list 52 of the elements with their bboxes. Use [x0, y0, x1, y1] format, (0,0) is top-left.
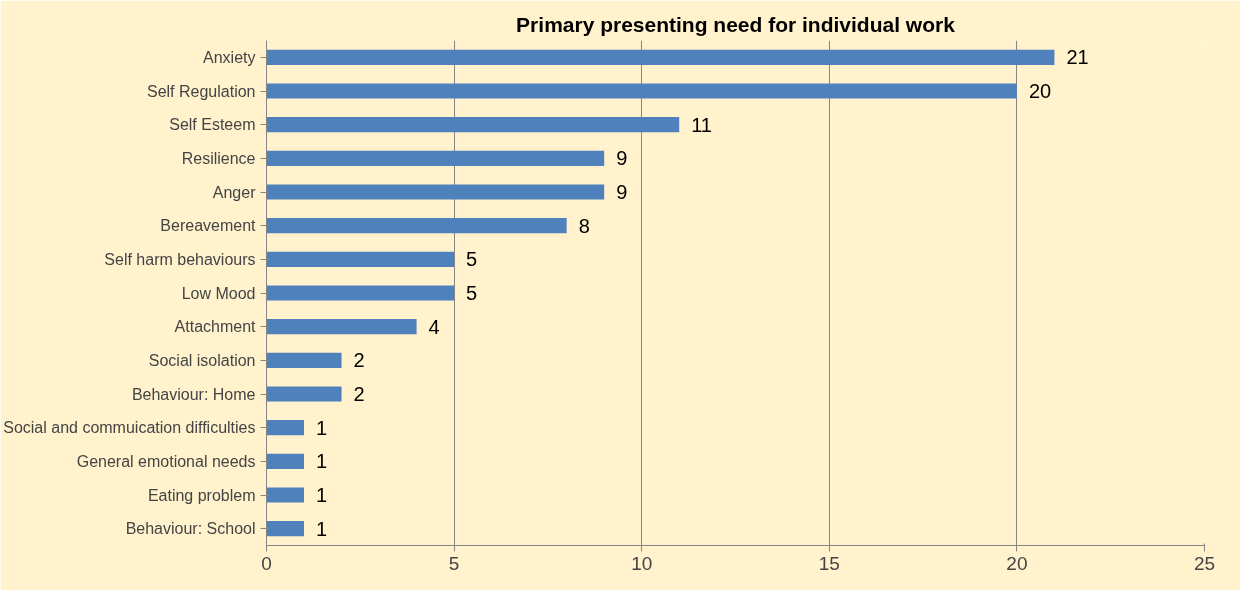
bar: [266, 420, 305, 436]
data-label: 20: [1028, 80, 1052, 102]
x-tick-label: 25: [1193, 552, 1216, 574]
data-label: 1: [316, 484, 328, 506]
y-tick-label: Resilience: [181, 149, 256, 167]
data-label: 5: [466, 248, 478, 271]
bar: [266, 184, 605, 200]
y-tick-label: Eating problem: [147, 486, 256, 504]
x-tick-label: 20: [1006, 552, 1028, 574]
x-tick-label: 15: [818, 552, 840, 574]
data-label: 9: [616, 147, 628, 170]
y-tick-label: Anxiety: [203, 48, 256, 66]
bar: [266, 49, 1055, 65]
data-label: 21: [1066, 46, 1089, 69]
y-tick-label: Social and commuication difficulties: [3, 419, 256, 437]
data-label: 8: [578, 214, 590, 237]
bar: [266, 150, 605, 166]
y-tick-label: Behaviour: School: [125, 520, 256, 538]
bar: [266, 521, 305, 537]
chart-title: Primary presenting need for individual work: [516, 12, 956, 36]
data-label: 9: [616, 181, 628, 203]
y-tick-label: Social isolation: [148, 351, 256, 369]
bar: [266, 352, 342, 368]
data-label: 1: [316, 517, 328, 540]
y-tick-label: General emotional needs: [76, 452, 256, 470]
y-tick-label: Self Esteem: [169, 116, 256, 134]
y-tick-label: Low Mood: [181, 284, 256, 302]
y-tick-label: Behaviour: Home: [131, 385, 256, 403]
x-tick-label: 10: [631, 552, 653, 574]
x-tick-label: 0: [261, 552, 272, 574]
bar: [266, 83, 1017, 99]
bar: [266, 487, 305, 503]
y-tick-label: Self harm behaviours: [104, 250, 256, 268]
data-label: 5: [466, 282, 478, 304]
bar: [266, 319, 417, 335]
y-tick-label: Bereavement: [160, 217, 257, 235]
bar: [266, 386, 342, 402]
data-label: 4: [428, 315, 440, 338]
data-label: 11: [691, 113, 712, 136]
y-tick-label: Anger: [212, 183, 257, 201]
y-tick-label: Attachment: [174, 318, 257, 336]
x-tick-label: 5: [448, 552, 460, 574]
y-tick-label: Self Regulation: [146, 82, 256, 100]
data-label: 1: [316, 416, 328, 439]
data-label: 1: [316, 450, 328, 473]
bar: [266, 453, 305, 469]
data-label: 2: [353, 383, 365, 405]
bar: [266, 218, 567, 234]
bar: [266, 285, 455, 301]
data-label: 2: [353, 349, 365, 372]
bar: [266, 251, 455, 267]
bar: [266, 117, 680, 133]
